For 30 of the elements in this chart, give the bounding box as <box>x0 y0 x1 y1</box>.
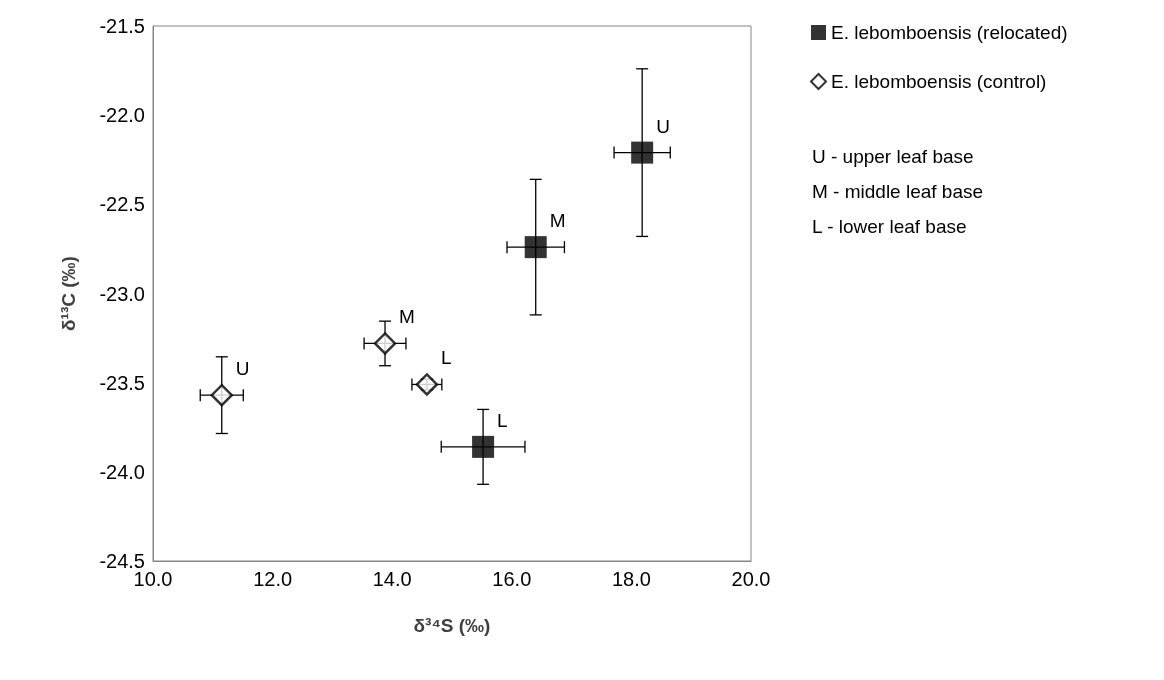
x-axis-title: δ³⁴S (‰) <box>413 615 491 636</box>
annotation: L <box>440 347 452 369</box>
legend-label: E. lebomboensis (relocated) <box>831 22 1068 43</box>
y-axis-title: δ¹³C (‰) <box>58 256 79 331</box>
x-tick-label: 18.0 <box>611 568 651 590</box>
text: L - lower leaf base <box>812 216 967 237</box>
point <box>415 373 439 396</box>
x-tick-label: 14.0 <box>372 568 412 590</box>
text: U - upper leaf base <box>812 146 974 167</box>
y-tick-label: -21.5 <box>99 15 145 37</box>
point <box>472 435 495 458</box>
annotation: M <box>549 210 566 232</box>
legend-label: E. lebomboensis (control) <box>831 71 1047 92</box>
y-tick-label: -23.0 <box>99 282 145 305</box>
y-tick-label: -24.0 <box>99 460 145 483</box>
annotation: U <box>656 115 670 137</box>
y-tick-label: -22.5 <box>99 193 145 216</box>
text: M - middle leaf base <box>812 181 984 202</box>
x-tick-label: 16.0 <box>492 568 532 590</box>
y-tick-label: -22.0 <box>99 104 145 127</box>
x-tick-label: 20.0 <box>731 568 771 590</box>
point <box>524 236 547 259</box>
point <box>631 141 654 164</box>
y-tick-label: -23.5 <box>99 371 145 394</box>
point <box>373 332 397 355</box>
annotation: L <box>497 409 508 431</box>
x-tick-label: 12.0 <box>253 568 293 590</box>
annotation: U <box>235 358 250 380</box>
point <box>210 383 234 407</box>
annotation: M <box>399 306 415 328</box>
